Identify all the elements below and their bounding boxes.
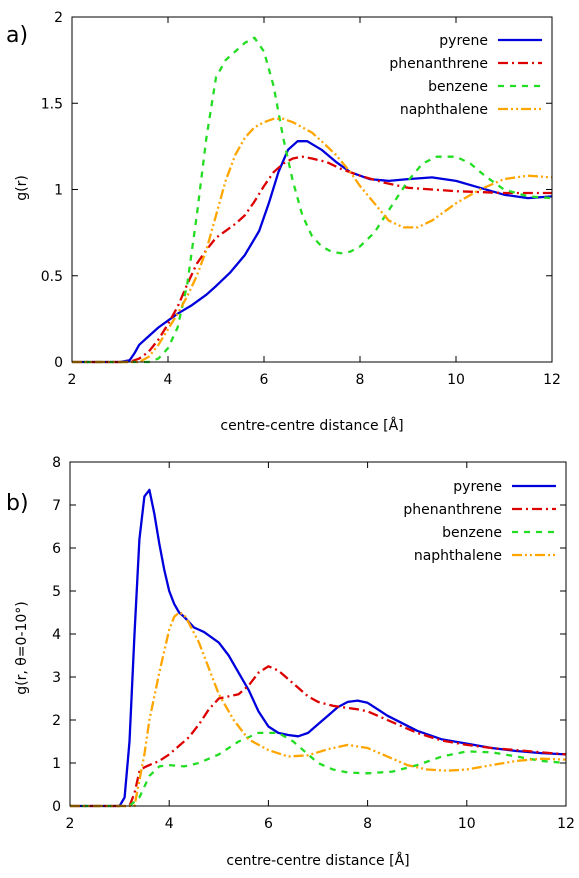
x-tick-label: 2 — [66, 816, 75, 832]
legend-label-pyrene: pyrene — [453, 479, 502, 495]
y-tick-label: 6 — [52, 541, 61, 557]
series-line-pyrene — [72, 140, 553, 364]
series-line-naphthalene — [70, 611, 567, 808]
legend-label-benzene: benzene — [442, 525, 502, 541]
panel-label: a) — [6, 23, 28, 48]
x-tick-label: 6 — [260, 372, 269, 388]
y-axis-label: g(r) — [14, 175, 30, 201]
x-tick-label: 6 — [264, 816, 273, 832]
legend-label-phenanthrene: phenanthrene — [389, 56, 488, 72]
panel-b: b) g(r, θ=0-10°) centre-centre distance … — [6, 455, 575, 869]
plot-area — [70, 488, 567, 808]
y-tick-label: 1 — [54, 183, 63, 199]
y-tick-label: 0 — [52, 799, 61, 815]
legend-label-naphthalene: naphthalene — [400, 102, 488, 118]
x-tick-label: 8 — [363, 816, 372, 832]
legend: pyrene phenanthrene benzene naphthalene — [403, 479, 556, 564]
x-axis-label: centre-centre distance [Å] — [220, 417, 403, 434]
x-axis-label: centre-centre distance [Å] — [226, 852, 409, 869]
x-tick-label: 8 — [356, 372, 365, 388]
y-tick-label: 8 — [52, 455, 61, 471]
legend-label-pyrene: pyrene — [439, 33, 488, 49]
x-tick-label: 4 — [165, 816, 174, 832]
y-tick-label: 1 — [52, 756, 61, 772]
panel-label: b) — [6, 491, 29, 516]
legend: pyrene phenanthrene benzene naphthalene — [389, 33, 542, 118]
panel-a: a) g(r) centre-centre distance [Å] 2 4 6 8 1… — [6, 10, 561, 434]
y-tick-label: 2 — [54, 10, 63, 26]
x-tick-label: 2 — [68, 372, 77, 388]
x-tick-label: 4 — [164, 372, 173, 388]
x-tick-label: 10 — [458, 816, 476, 832]
legend-label-phenanthrene: phenanthrene — [403, 502, 502, 518]
series-line-pyrene — [70, 488, 567, 808]
legend-label-naphthalene: naphthalene — [414, 548, 502, 564]
y-tick-label: 0.5 — [41, 269, 63, 285]
y-tick-label: 1.5 — [41, 96, 63, 112]
y-tick-label: 7 — [52, 498, 61, 514]
y-tick-label: 5 — [52, 584, 61, 600]
x-tick-label: 12 — [557, 816, 575, 832]
y-tick-label: 3 — [52, 670, 61, 686]
series-line-phenanthrene — [70, 665, 567, 808]
y-axis-label: g(r, θ=0-10°) — [14, 601, 30, 695]
x-tick-label: 12 — [543, 372, 561, 388]
x-tick-label: 10 — [447, 372, 465, 388]
y-tick-label: 0 — [54, 355, 63, 371]
y-tick-label: 2 — [52, 713, 61, 729]
series-line-benzene — [70, 731, 567, 808]
plot-area — [72, 36, 553, 364]
series-line-phenanthrene — [72, 155, 552, 364]
y-tick-label: 4 — [52, 627, 61, 643]
series-line-naphthalene — [72, 117, 553, 364]
legend-label-benzene: benzene — [428, 79, 488, 95]
